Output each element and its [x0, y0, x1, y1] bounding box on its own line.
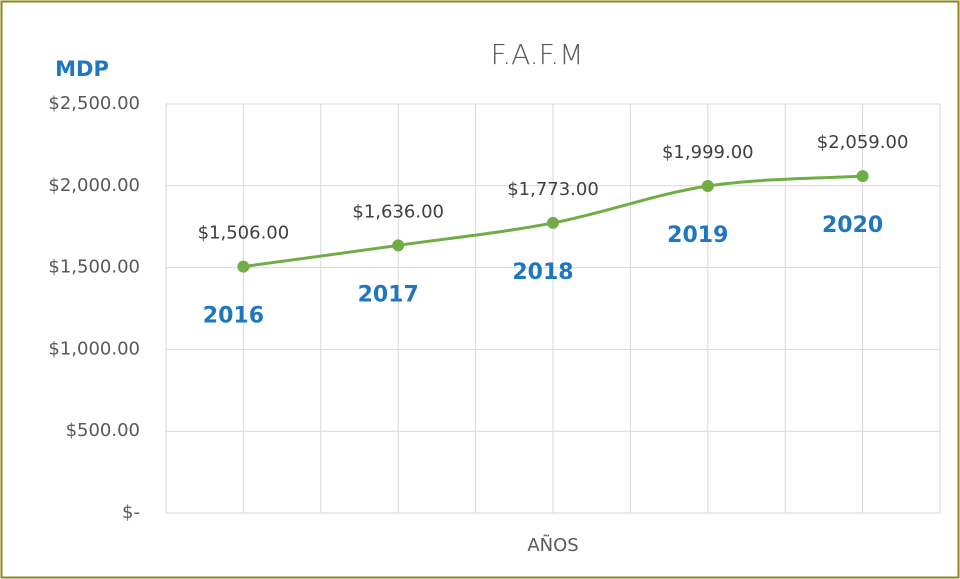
category-label: 2016 [203, 304, 264, 329]
data-label: $1,773.00 [507, 179, 599, 200]
y-tick-label: $500.00 [66, 420, 140, 441]
y-tick-label: $2,500.00 [48, 93, 140, 114]
category-label: 2018 [512, 260, 573, 285]
marker [856, 170, 869, 183]
y-tick-label: $1,000.00 [48, 338, 140, 359]
y-tick-label: $1,500.00 [48, 257, 140, 278]
category-label: 2017 [358, 282, 419, 307]
marker [547, 216, 559, 229]
y-axis-label: MDP [55, 57, 109, 81]
category-label: 2020 [822, 213, 883, 238]
chart-title: F.A.F.M [491, 38, 584, 71]
data-label: $1,999.00 [662, 142, 754, 163]
category-label: 2019 [667, 223, 728, 248]
marker [392, 239, 405, 252]
marker [701, 179, 714, 192]
marker [237, 260, 250, 273]
y-tick-label: $2,000.00 [48, 175, 140, 196]
x-axis-label: AÑOS [527, 534, 578, 556]
data-label: $1,636.00 [352, 201, 444, 222]
y-tick-label: $- [122, 502, 140, 523]
data-label: $2,059.00 [817, 132, 909, 153]
data-label: $1,506.00 [198, 223, 290, 244]
